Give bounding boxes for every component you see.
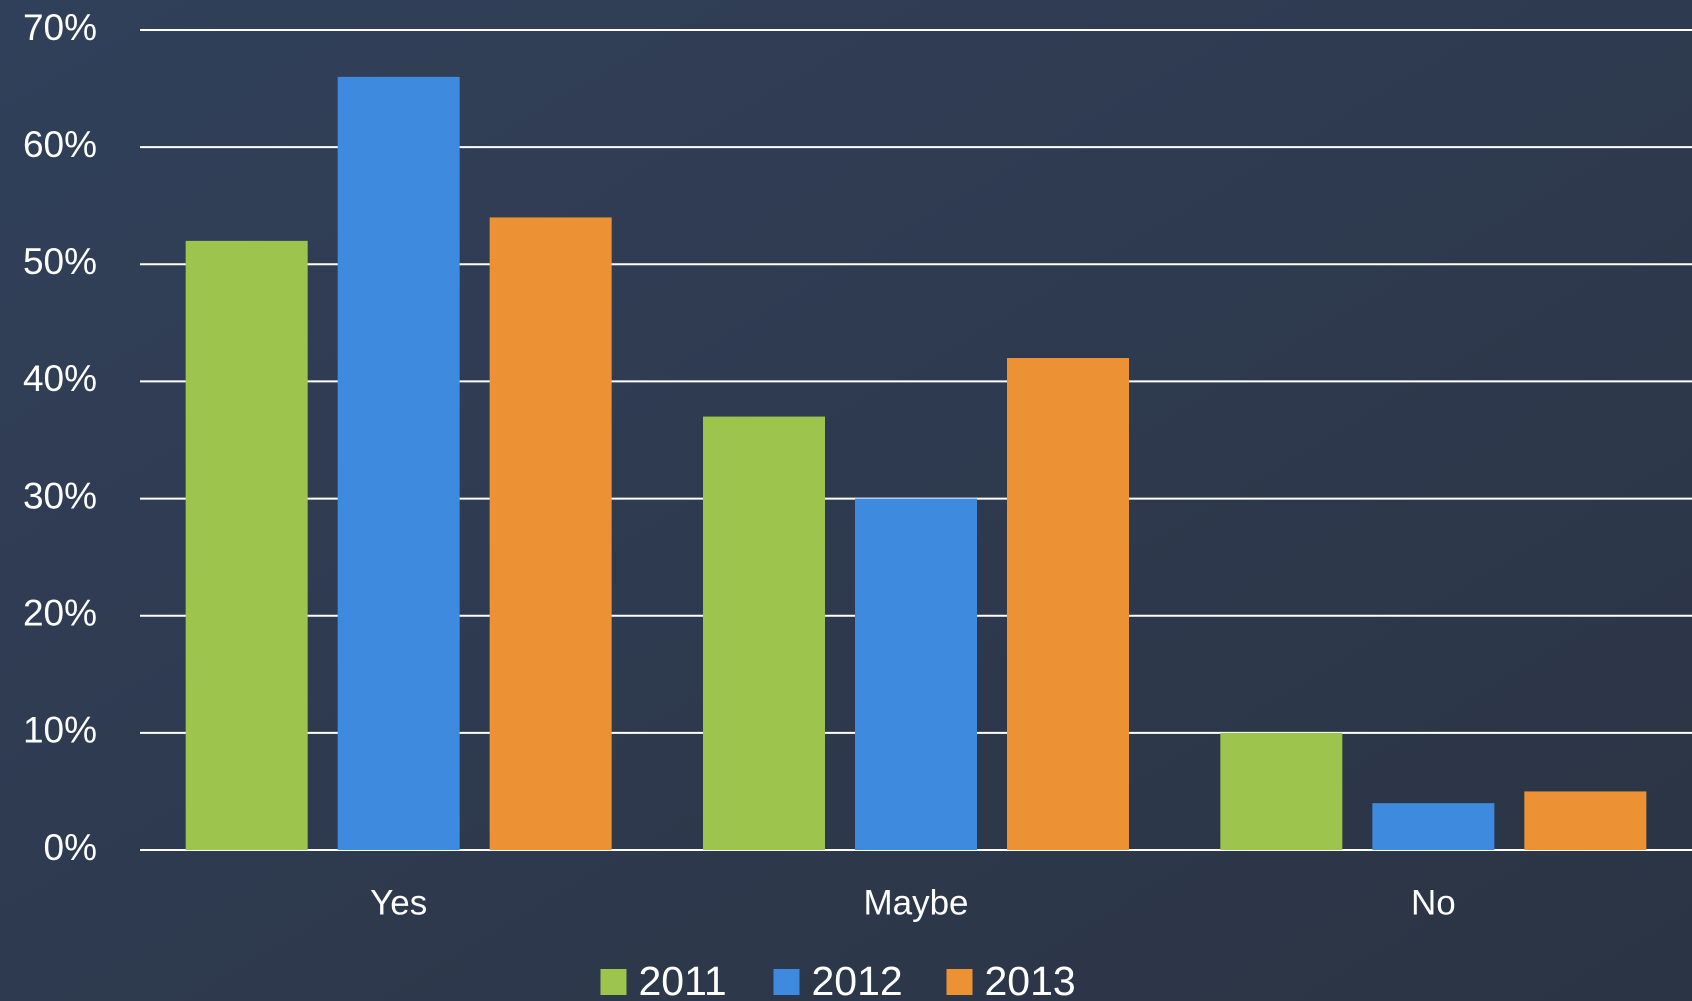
x-tick-label: No: [1411, 883, 1456, 922]
bar: [1220, 732, 1343, 850]
bar: [1372, 803, 1495, 850]
y-tick-label: 20%: [23, 592, 97, 633]
bar: [1007, 358, 1129, 850]
bar: [337, 76, 460, 851]
y-tick-label: 50%: [23, 241, 97, 282]
legend-swatch: [946, 969, 973, 995]
y-tick-label: 60%: [23, 124, 97, 165]
y-tick-label: 70%: [23, 7, 97, 48]
x-tick-label: Yes: [370, 883, 427, 922]
legend-swatch: [600, 969, 627, 995]
bar: [185, 240, 308, 850]
legend-label: 2011: [639, 958, 727, 1001]
y-tick-label: 40%: [23, 358, 97, 399]
legend-swatch: [773, 969, 800, 995]
bar: [703, 416, 825, 850]
bar: [855, 498, 977, 850]
legend-label: 2013: [985, 958, 1076, 1001]
bar: [1524, 791, 1647, 850]
y-tick-label: 0%: [44, 827, 97, 868]
x-tick-label: Maybe: [863, 883, 968, 922]
bar: [489, 217, 612, 850]
legend-label: 2012: [812, 958, 903, 1001]
y-tick-label: 30%: [23, 475, 97, 516]
y-tick-label: 10%: [23, 710, 97, 751]
